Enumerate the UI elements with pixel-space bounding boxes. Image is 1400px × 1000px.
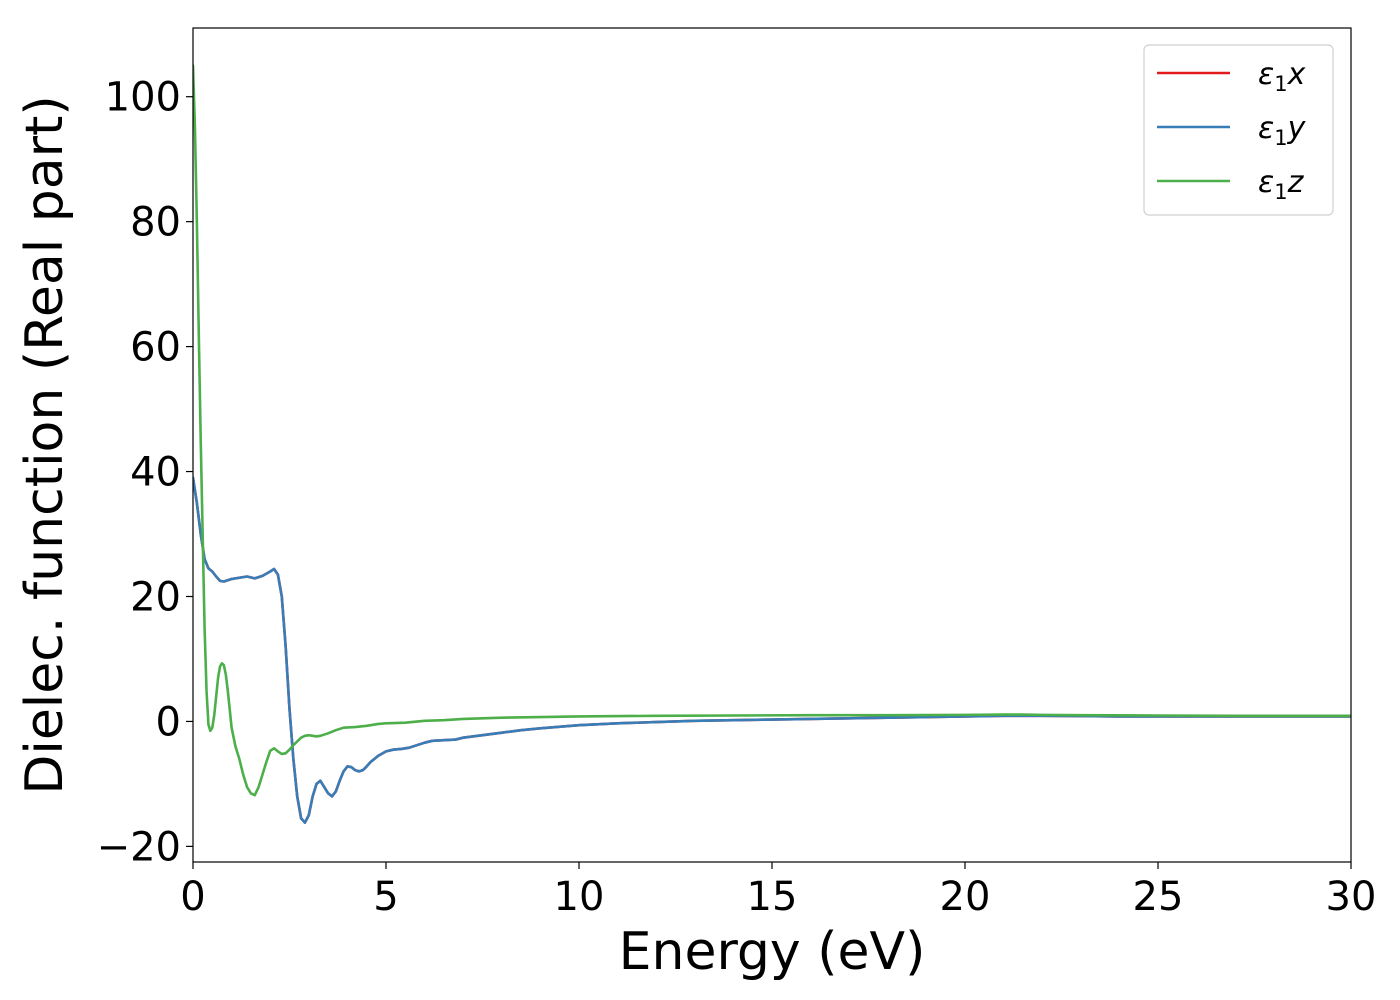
y-axis-ticks: −20 0 20 40 60 80 100 <box>97 75 193 870</box>
x-tick-label: 20 <box>940 874 991 920</box>
y-tick-label: 80 <box>130 200 181 246</box>
x-axis-label: Energy (eV) <box>619 922 926 982</box>
y-tick-label: 60 <box>130 325 181 371</box>
x-tick-label: 0 <box>180 874 205 920</box>
y-tick-label: −20 <box>97 824 181 870</box>
y-axis-label: Dielec. function (Real part) <box>15 95 75 794</box>
legend-label-1: ε1y <box>1258 111 1307 150</box>
y-tick-label: 40 <box>130 450 181 496</box>
legend-label-2: ε1z <box>1258 165 1305 204</box>
series-layer <box>193 64 1351 824</box>
legend-frame <box>1143 44 1334 216</box>
legend-label-0: ε1x <box>1258 57 1306 96</box>
x-tick-label: 25 <box>1133 874 1184 920</box>
x-tick-label: 30 <box>1326 874 1377 920</box>
x-tick-label: 15 <box>747 874 798 920</box>
y-tick-label: 100 <box>105 75 181 121</box>
legend: ε1x ε1y ε1z <box>1143 44 1334 216</box>
series-line-1 <box>193 476 1351 824</box>
y-tick-label: 20 <box>130 574 181 620</box>
x-tick-label: 10 <box>554 874 605 920</box>
series-line-2 <box>193 64 1351 797</box>
x-tick-label: 5 <box>373 874 398 920</box>
x-axis-ticks: 0 5 10 15 20 25 30 <box>180 862 1376 920</box>
y-tick-label: 0 <box>156 699 181 745</box>
